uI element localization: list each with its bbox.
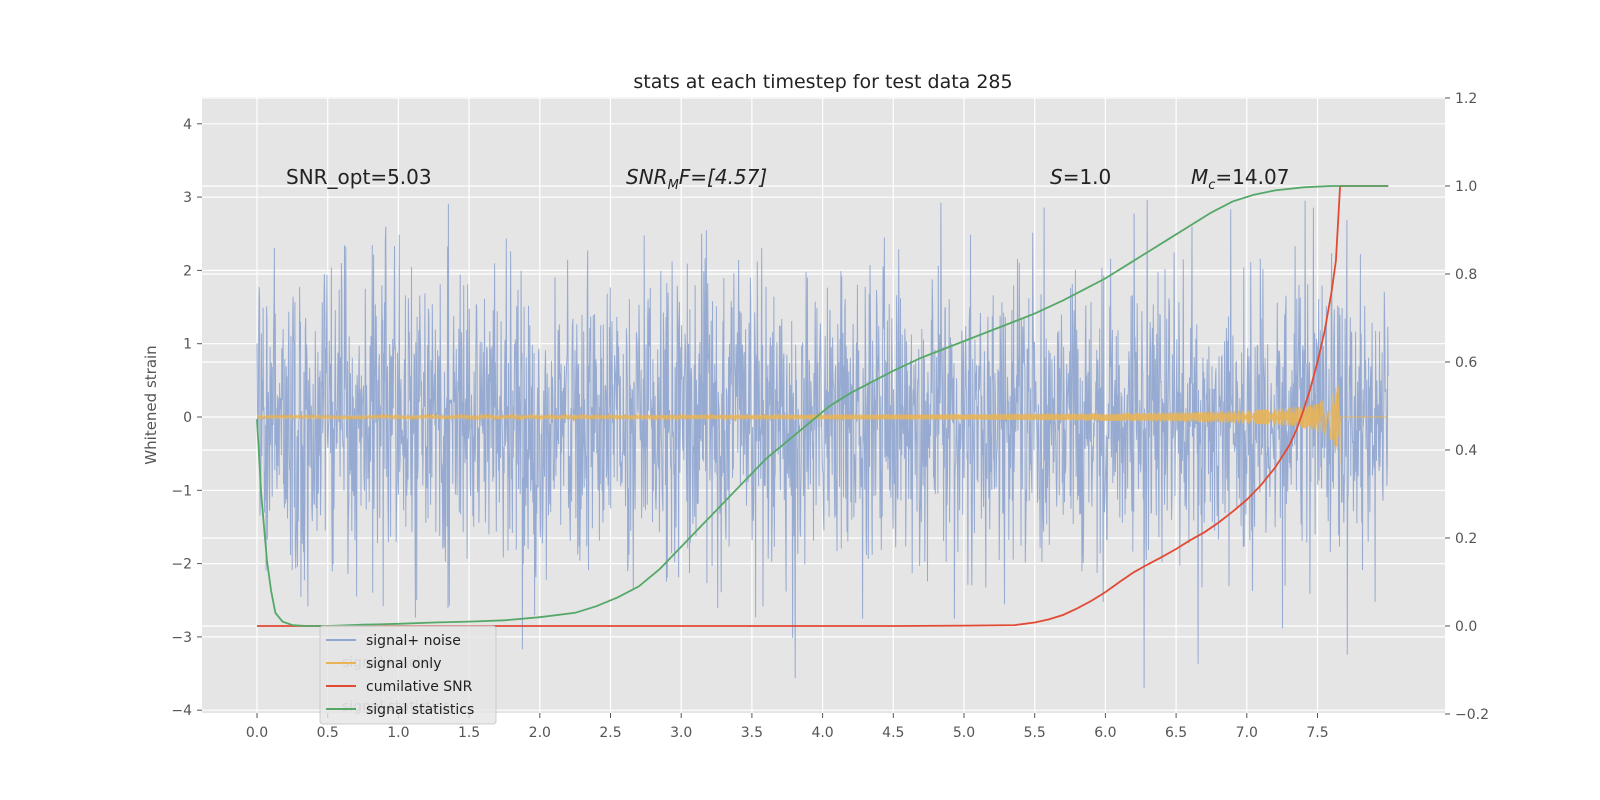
x-tick-label: 2.0: [529, 725, 551, 741]
y-tick-label: −2: [171, 557, 192, 573]
legend-label-noise: signal+ noise: [366, 633, 461, 649]
y-tick-label: −3: [171, 630, 192, 646]
y-tick-label: −1: [171, 483, 192, 499]
x-tick-label: 7.5: [1306, 725, 1328, 741]
y-tick-label: −4: [171, 703, 192, 719]
legend-label-snr: cumilative SNR: [366, 679, 473, 695]
x-tick-label: 6.5: [1165, 725, 1187, 741]
y-tick-label: 0: [183, 410, 192, 426]
annotations: SNR_opt=5.03 SNRMF=[4.57] S=1.0 Mc=14.07: [286, 165, 1289, 193]
signal-only-series: [256, 385, 1389, 464]
y2-tick-label: 1.0: [1455, 179, 1477, 195]
y2-tick-label: 1.2: [1455, 91, 1477, 107]
cumulative-snr-series: [257, 185, 1389, 627]
right-y-axis-ticks: −0.2 0.0 0.2 0.4 0.6 0.8 1.0 1.2: [1445, 91, 1489, 723]
x-tick-label: 5.5: [1024, 725, 1046, 741]
x-tick-label: 4.0: [811, 725, 833, 741]
legend-box: [319, 625, 497, 725]
annotation-mc: Mc=14.07: [1191, 165, 1289, 193]
y-axis-label: Whitened strain: [142, 345, 160, 464]
annotation-s: S=1.0: [1050, 165, 1111, 189]
x-tick-label: 1.0: [387, 725, 409, 741]
x-axis-ticks: 0.0 0.5 1.0 1.5 2.0 2.5 3.0 3.5 4.0 4.5 5.0 5.5 6.0 6…: [246, 713, 1329, 741]
x-tick-label: 0.5: [317, 725, 339, 741]
y-tick-label: 1: [183, 337, 192, 353]
annotation-snr-mf: SNRMF=[4.57]: [626, 165, 767, 193]
x-tick-label: 1.5: [458, 725, 480, 741]
y2-tick-label: 0.8: [1455, 267, 1477, 283]
signal-noise-series: [256, 199, 1389, 689]
snr-line: [257, 185, 1389, 627]
y-tick-label: 4: [183, 117, 192, 133]
y2-tick-label: −0.2: [1455, 707, 1489, 723]
y2-tick-label: 0.6: [1455, 355, 1477, 371]
legend-ghost-1: signal+ noise: [342, 655, 437, 671]
x-tick-label: 6.0: [1094, 725, 1116, 741]
x-tick-label: 3.5: [741, 725, 763, 741]
x-tick-label: 7.0: [1236, 725, 1258, 741]
x-tick-label: 2.5: [599, 725, 621, 741]
y-axis-ticks: −4 −3 −2 −1 0 1 2 3 4: [171, 117, 202, 719]
y-tick-label: 3: [183, 190, 192, 206]
legend-ghost-2: signal statistics: [342, 699, 450, 715]
chart-title: stats at each timestep for test data 285: [633, 71, 1012, 93]
y2-tick-label: 0.0: [1455, 619, 1477, 635]
legend-label-stats: signal statistics: [366, 702, 474, 718]
y2-tick-label: 0.2: [1455, 531, 1477, 547]
legend: signal+ noise signal statistics signal+ …: [319, 625, 497, 725]
x-tick-label: 5.0: [953, 725, 975, 741]
y-tick-label: 2: [183, 263, 192, 279]
y2-tick-label: 0.4: [1455, 443, 1477, 459]
noise-line: [256, 199, 1389, 689]
x-tick-label: 4.5: [882, 725, 904, 741]
signal-line: [256, 385, 1389, 464]
legend-label-signal: signal only: [366, 656, 441, 672]
annotation-snr-opt: SNR_opt=5.03: [286, 165, 432, 189]
x-tick-label: 0.0: [246, 725, 268, 741]
x-tick-label: 3.0: [670, 725, 692, 741]
